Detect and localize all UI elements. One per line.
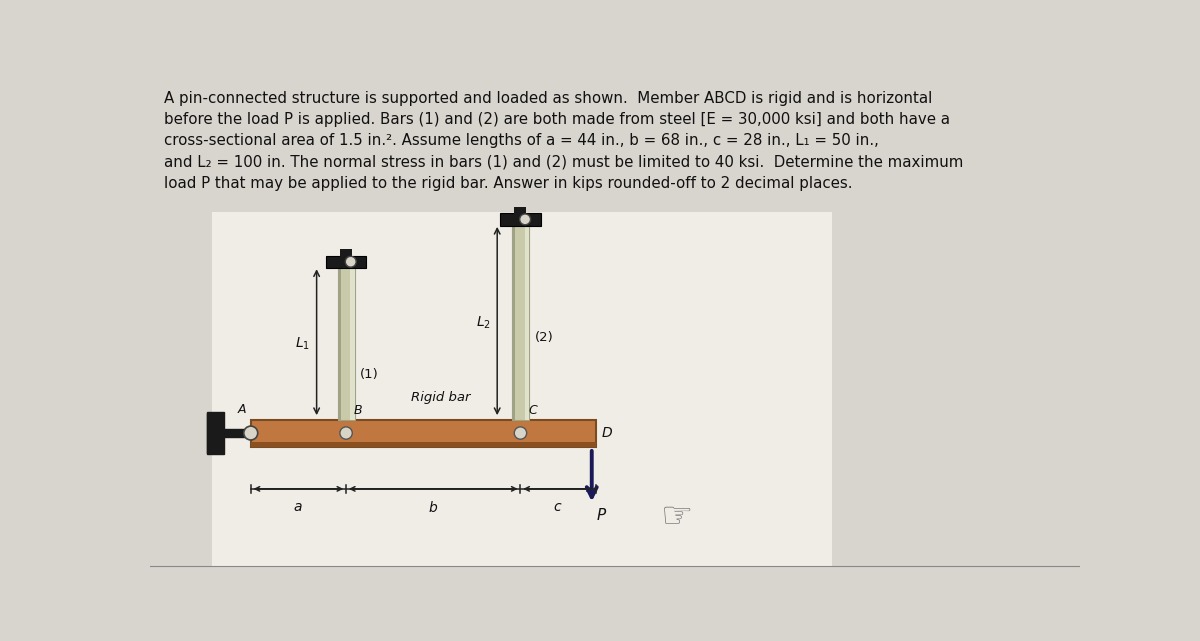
Text: Rigid bar: Rigid bar bbox=[410, 391, 470, 404]
Bar bbox=[206, 412, 223, 454]
Text: $P$: $P$ bbox=[596, 507, 607, 523]
Text: ☞: ☞ bbox=[661, 499, 694, 533]
Text: $a$: $a$ bbox=[293, 499, 302, 513]
Bar bbox=[206, 413, 217, 453]
Bar bbox=[340, 249, 352, 257]
Bar bbox=[217, 429, 251, 437]
Circle shape bbox=[520, 214, 530, 225]
Text: A pin-connected structure is supported and loaded as shown.  Member ABCD is rigi: A pin-connected structure is supported a… bbox=[164, 91, 964, 191]
Text: $b$: $b$ bbox=[428, 499, 438, 515]
Text: B: B bbox=[354, 404, 362, 417]
Bar bbox=[326, 256, 366, 268]
Bar bbox=[524, 226, 529, 420]
Bar bbox=[515, 207, 527, 215]
Text: $c$: $c$ bbox=[553, 499, 563, 513]
Text: D: D bbox=[602, 426, 612, 440]
Bar bbox=[337, 268, 341, 420]
Bar bbox=[251, 442, 595, 447]
Text: $L_2$: $L_2$ bbox=[476, 314, 491, 331]
Circle shape bbox=[515, 427, 527, 439]
Bar bbox=[500, 213, 541, 226]
Text: (2): (2) bbox=[534, 331, 553, 344]
Bar bbox=[512, 226, 515, 420]
Circle shape bbox=[346, 256, 356, 267]
Bar bbox=[251, 420, 595, 447]
Bar bbox=[337, 268, 355, 420]
Bar bbox=[212, 212, 832, 566]
Text: A: A bbox=[238, 403, 246, 417]
Text: C: C bbox=[528, 404, 536, 417]
Text: (1): (1) bbox=[360, 368, 379, 381]
Circle shape bbox=[340, 427, 353, 439]
Bar bbox=[350, 268, 355, 420]
Text: $L_1$: $L_1$ bbox=[295, 335, 311, 351]
Bar bbox=[512, 226, 529, 420]
Circle shape bbox=[244, 426, 258, 440]
